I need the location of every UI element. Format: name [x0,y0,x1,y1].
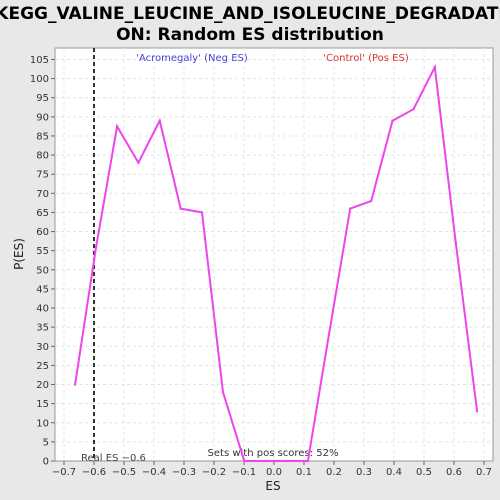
y-tick-label: 55 [36,246,49,257]
data-point [306,459,310,463]
data-point [73,383,77,386]
x-tick-label: 0.2 [326,467,342,478]
x-tick-label: −0.7 [52,467,76,478]
data-point [433,65,436,69]
data-point [94,245,98,249]
y-axis-label: P(ES) [12,238,26,270]
x-axis-ticks: −0.7 −0.6 −0.5 −0.4 −0.3 −0.2 −0.1 0.0 0.1 0.2 0.3… [52,461,492,478]
y-tick-label: 75 [36,170,49,181]
data-point [454,241,457,245]
es-distribution-line [74,63,479,462]
data-point [412,107,415,111]
y-tick-label: 100 [30,74,49,85]
data-point [221,390,225,394]
y-tick-label: 85 [36,131,49,142]
x-tick-label: −0.5 [112,467,136,478]
x-tick-label: 0.7 [476,467,492,478]
data-point [264,459,267,463]
x-tick-label: 0.0 [266,467,282,478]
data-point [137,161,140,164]
y-tick-label: 95 [36,93,49,104]
data-point [370,199,373,203]
y-tick-label: 20 [36,380,49,391]
y-tick-label: 0 [43,457,49,468]
series-points [73,65,479,463]
y-axis-ticks: 0 5 10 15 20 25 30 35 40 45 50 55 60 65 70 75 80 85 90 95 10… [30,55,55,468]
pos-es-label: 'Control' (Pos ES) [323,53,409,64]
x-tick-label: 0.1 [296,467,312,478]
y-tick-label: 65 [36,208,49,219]
data-point [475,410,479,413]
y-tick-label: 45 [36,284,49,295]
grid-lines [55,48,493,461]
y-tick-label: 5 [43,437,49,448]
pos-scores-label: Sets with pos scores: 52% [208,448,339,459]
y-tick-label: 50 [36,265,49,276]
data-point [327,333,331,337]
data-point [391,119,394,122]
x-tick-label: −0.3 [172,467,196,478]
data-point [179,207,182,210]
chart-title-line1: KEGG_VALINE_LEUCINE_AND_ISOLEUCINE_DEGRA… [0,4,500,24]
x-tick-label: −0.2 [202,467,226,478]
data-point [115,125,119,128]
y-tick-label: 90 [36,112,49,123]
x-tick-label: −0.6 [82,467,106,478]
data-point [285,459,288,463]
x-tick-label: 0.3 [356,467,372,478]
y-tick-label: 25 [36,361,49,372]
chart-title-line2: ON: Random ES distribution [116,25,384,45]
y-tick-label: 10 [36,418,49,429]
neg-es-label: 'Acromegaly' (Neg ES) [136,53,248,64]
x-tick-label: 0.4 [386,467,402,478]
data-point [349,207,352,210]
x-tick-label: 0.5 [416,467,432,478]
data-point [158,119,161,122]
data-point [243,459,246,463]
y-tick-label: 40 [36,304,49,315]
y-tick-label: 105 [30,55,49,66]
y-tick-label: 60 [36,227,49,238]
x-tick-label: 0.6 [446,467,462,478]
x-axis-label: ES [265,479,280,493]
x-tick-label: −0.4 [142,467,166,478]
y-tick-label: 30 [36,342,49,353]
x-tick-label: −0.1 [232,467,256,478]
data-point [200,211,204,214]
y-tick-label: 70 [36,189,49,200]
y-tick-label: 15 [36,399,49,410]
real-es-label: Real ES −0.6 [81,453,146,464]
y-tick-label: 80 [36,151,49,162]
y-tick-label: 35 [36,323,49,334]
